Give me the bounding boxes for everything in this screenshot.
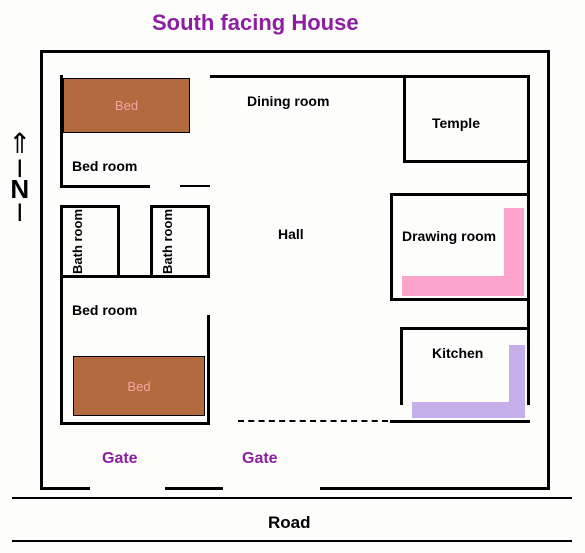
bed-lower-label: Bed	[127, 379, 150, 394]
wall-outer-top	[40, 50, 550, 53]
wall-bath1-left	[60, 205, 63, 277]
road-line-top	[12, 497, 572, 499]
wall-outer-bottom-2	[165, 487, 223, 490]
label-gate-right: Gate	[242, 450, 278, 468]
label-bathroom1: Bath room	[70, 207, 85, 277]
wall-bedroom2-bottom	[60, 422, 210, 425]
compass-north: ⇑ | N |	[8, 130, 31, 220]
wall-inner-bottom-r	[390, 420, 530, 423]
wall-bedroom2-left	[60, 275, 63, 425]
wall-bath2-right	[207, 205, 210, 277]
label-gate-left: Gate	[102, 450, 138, 468]
wall-drawing-top	[390, 193, 530, 196]
road-line-bottom	[12, 540, 572, 542]
label-drawing: Drawing room	[402, 228, 496, 244]
label-bathroom2: Bath room	[160, 207, 175, 277]
wall-inner-bottom-dash	[238, 420, 388, 422]
wall-dining-bottom-l	[180, 185, 210, 187]
wall-outer-bottom-1	[40, 487, 90, 490]
label-road: Road	[268, 513, 311, 533]
wall-inner-top-top	[210, 75, 530, 78]
label-dining: Dining room	[247, 93, 329, 109]
wall-bedroom2-right-a	[207, 315, 210, 425]
wall-outer-left	[40, 50, 43, 490]
counter-kitchen-h	[412, 402, 525, 418]
bed-upper: Bed	[63, 78, 190, 133]
label-kitchen: Kitchen	[432, 345, 483, 361]
wall-bath2-left	[150, 205, 153, 277]
wall-drawing-left	[390, 193, 393, 301]
wall-temple-bottom	[403, 160, 530, 163]
wall-inner-top-right	[527, 75, 530, 405]
wall-outer-right	[547, 50, 550, 490]
page-title: South facing House	[152, 10, 359, 36]
compass-n-label: N	[8, 176, 31, 202]
bed-upper-label: Bed	[115, 98, 138, 113]
wall-kitchen-top	[400, 327, 530, 330]
compass-arrow-icon: ⇑	[8, 130, 31, 158]
wall-outer-bottom-3	[320, 487, 550, 490]
label-bedroom1: Bed room	[72, 158, 137, 174]
bed-lower: Bed	[73, 356, 205, 416]
wall-kitchen-left	[400, 327, 403, 405]
wall-bath1-right	[117, 205, 120, 277]
label-bedroom2: Bed room	[72, 302, 137, 318]
wall-bath2-top	[150, 205, 210, 208]
wall-temple-left	[403, 75, 406, 163]
wall-bedroom1-bottom	[60, 185, 150, 188]
wall-drawing-bottom	[390, 298, 530, 301]
label-temple: Temple	[432, 115, 480, 131]
label-hall: Hall	[278, 226, 304, 242]
sofa-drawing-h	[402, 276, 524, 296]
wall-bath1-top	[60, 205, 120, 208]
